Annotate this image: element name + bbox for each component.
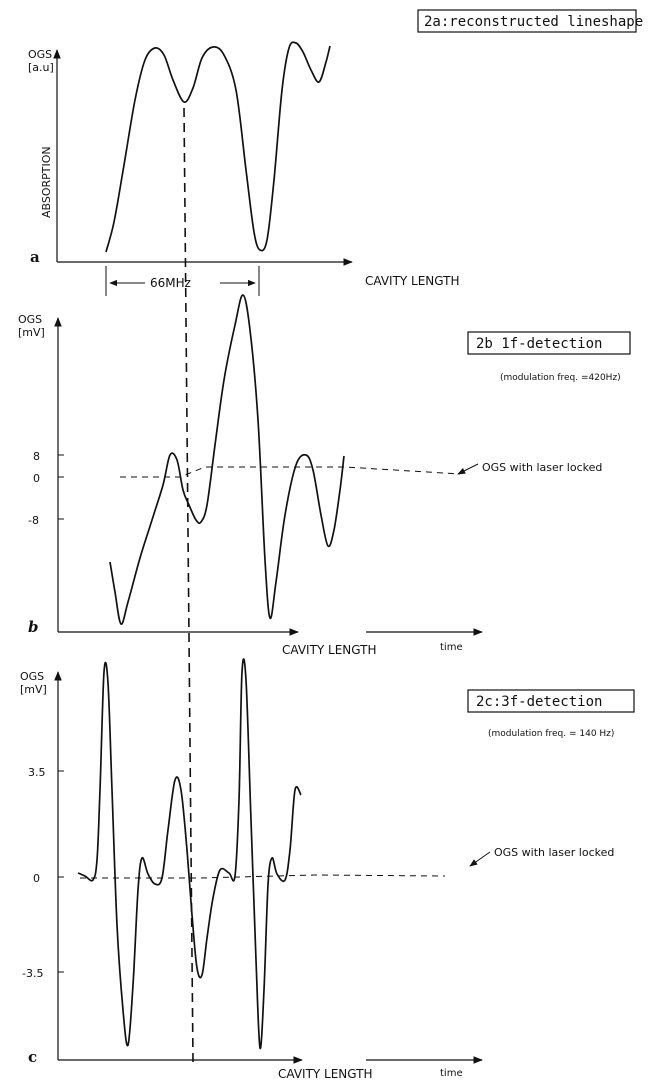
panel-c-ytick-label-35: 3.5 [28,766,46,779]
panel-c-xlabel-time: time [440,1068,463,1079]
panel-c-locked-line [80,874,446,879]
panel-a-xlabel: CAVITY LENGTH [365,274,460,288]
panel-b-curve [109,294,345,625]
panel-a-title: 2a:reconstructed lineshape [424,14,643,30]
panel-b-ytick-label-8: 8 [33,450,40,463]
panel-a-title-box [417,9,637,33]
panel-b-title: 2b 1f-detection [476,336,602,352]
panel-a: 2a:reconstructed lineshape OGS [a.u] ABS… [28,9,643,296]
panel-a-ylabel-top: OGS [28,48,52,61]
panel-c: 2c:3f-detection (modulation freq. = 140 … [20,658,635,1081]
panel-a-ylabel-unit: [a.u] [28,61,54,74]
panel-c-ytick-label-0: 0 [33,872,40,885]
panel-c-subtitle: (modulation freq. = 140 Hz) [488,729,614,739]
panel-a-curve [105,41,331,253]
panel-a-letter: a [30,248,40,266]
panel-b-annotation: OGS with laser locked [482,461,602,474]
panel-c-xlabel: CAVITY LENGTH [278,1067,373,1081]
panel-a-ylabel-side: ABSORPTION [40,146,53,218]
panel-c-letter: c [28,1048,37,1066]
panel-b-xlabel: CAVITY LENGTH [282,643,377,657]
panel-c-title: 2c:3f-detection [476,694,602,710]
panel-b-letter: b [28,618,39,636]
panel-b-ytick-label-0: 0 [33,472,40,485]
panel-c-annotation-arrow [469,851,491,867]
scale-label: 66MHz [150,276,191,290]
panel-b-xlabel-time: time [440,642,463,653]
panel-c-curve [77,658,302,1050]
panel-b-ylabel-top: OGS [18,313,42,326]
panel-b-locked-line [120,466,461,478]
panel-c-ylabel-unit: [mV] [20,683,47,696]
panel-c-ytick-label-neg35: -3.5 [22,967,43,980]
panel-c-title-box [467,689,635,713]
panel-c-annotation: OGS with laser locked [494,846,614,859]
panel-b-subtitle: (modulation freq. =420Hz) [500,373,621,383]
panel-b-annotation-arrow [457,463,479,475]
panel-b-ylabel-unit: [mV] [18,326,45,339]
panel-b-title-box [467,331,631,355]
panel-b: 2b 1f-detection (modulation freq. =420Hz… [18,294,631,657]
panel-b-ytick-label-neg8: -8 [28,514,39,527]
panel-c-ylabel-top: OGS [20,670,44,683]
